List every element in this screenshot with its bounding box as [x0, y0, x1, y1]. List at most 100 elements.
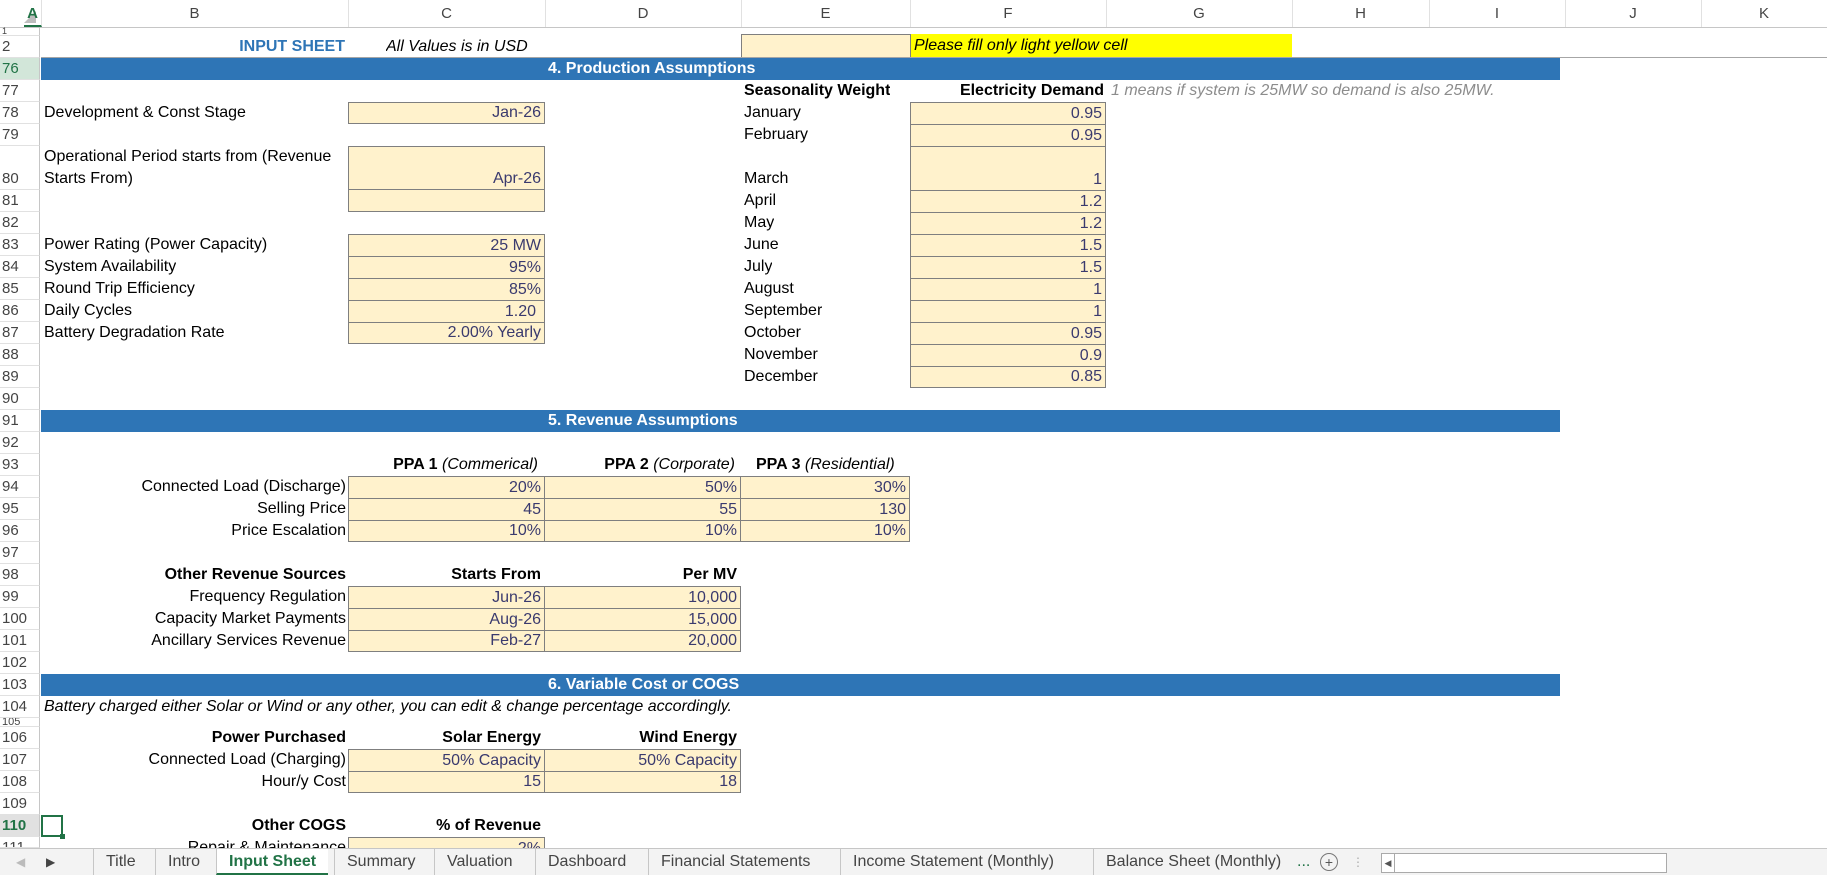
per-mv-input[interactable]: 15,000: [544, 608, 741, 631]
row-header-84[interactable]: 84: [0, 256, 40, 278]
input-cell-e2[interactable]: [741, 34, 911, 58]
demand-input[interactable]: 1.2: [910, 190, 1106, 213]
column-header-e[interactable]: E: [741, 0, 911, 27]
tab-splitter-handle[interactable]: ⋮: [1352, 855, 1364, 869]
add-sheet-icon[interactable]: +: [1320, 853, 1338, 871]
row-header-104[interactable]: 104: [0, 696, 40, 718]
column-header-h[interactable]: H: [1292, 0, 1430, 27]
availability-input[interactable]: 95%: [348, 256, 545, 279]
row-header-93[interactable]: 93: [0, 454, 40, 476]
solar-input[interactable]: 15: [348, 771, 545, 793]
demand-input[interactable]: 1: [910, 278, 1106, 301]
row-header-98[interactable]: 98: [0, 564, 40, 586]
row-header-108[interactable]: 108: [0, 771, 40, 793]
row-header-88[interactable]: 88: [0, 344, 40, 366]
tab-income-statement-monthly[interactable]: Income Statement (Monthly): [840, 849, 1066, 875]
ppa-input[interactable]: 45: [348, 498, 545, 521]
ppa-input[interactable]: 10%: [740, 520, 910, 542]
demand-input[interactable]: 1.5: [910, 256, 1106, 279]
row-header-78[interactable]: 78: [0, 102, 40, 124]
horizontal-scrollbar[interactable]: ◀: [1381, 853, 1667, 873]
row-header-81[interactable]: 81: [0, 190, 40, 212]
demand-input[interactable]: 0.95: [910, 322, 1106, 345]
row-header-97[interactable]: 97: [0, 542, 40, 564]
row-header-99[interactable]: 99: [0, 586, 40, 608]
row-header-105[interactable]: 105: [0, 718, 40, 727]
row-header-89[interactable]: 89: [0, 366, 40, 388]
repair-input[interactable]: 2%: [348, 837, 545, 848]
ppa-input[interactable]: 50%: [544, 476, 741, 499]
row-header-79[interactable]: 79: [0, 124, 40, 146]
wind-input[interactable]: 18: [544, 771, 741, 793]
tab-balance-sheet-monthly[interactable]: Balance Sheet (Monthly): [1093, 849, 1283, 875]
more-tabs-button[interactable]: ...: [1297, 853, 1311, 870]
ppa-input[interactable]: 10%: [544, 520, 741, 542]
daily-cycles-input[interactable]: 1.20: [348, 300, 545, 323]
demand-input[interactable]: 1: [910, 146, 1106, 191]
row-header-96[interactable]: 96: [0, 520, 40, 542]
row-header-90[interactable]: 90: [0, 388, 40, 410]
column-header-b[interactable]: B: [41, 0, 349, 27]
tab-intro[interactable]: Intro: [155, 849, 212, 875]
ppa-input[interactable]: 55: [544, 498, 741, 521]
row-header-82[interactable]: 82: [0, 212, 40, 234]
column-header-i[interactable]: I: [1429, 0, 1566, 27]
scroll-tabs-left-icon[interactable]: ◀: [16, 855, 26, 869]
row-header-106[interactable]: 106: [0, 727, 40, 749]
row-header-109[interactable]: 109: [0, 793, 40, 815]
row-header-92[interactable]: 92: [0, 432, 40, 454]
solar-input[interactable]: 50% Capacity: [348, 749, 545, 772]
row-header-80[interactable]: 80: [0, 146, 40, 190]
row-header-101[interactable]: 101: [0, 630, 40, 652]
row-header-1[interactable]: 1: [0, 27, 40, 36]
row-header-2[interactable]: 2: [0, 36, 40, 58]
tab-summary[interactable]: Summary: [334, 849, 427, 875]
row-header-77[interactable]: 77: [0, 80, 40, 102]
column-header-c[interactable]: C: [348, 0, 546, 27]
row-header-100[interactable]: 100: [0, 608, 40, 630]
column-header-d[interactable]: D: [545, 0, 742, 27]
tab-dashboard[interactable]: Dashboard: [535, 849, 638, 875]
column-header-j[interactable]: J: [1565, 0, 1702, 27]
start-date-input[interactable]: Aug-26: [348, 608, 545, 631]
op-period-input[interactable]: Apr-26: [348, 146, 545, 190]
tab-title[interactable]: Title: [93, 849, 148, 875]
scroll-left-icon[interactable]: ◀: [1382, 854, 1395, 872]
start-date-input[interactable]: Jun-26: [348, 586, 545, 609]
row-header-76[interactable]: 76: [0, 58, 40, 80]
row-header-111[interactable]: 111: [0, 837, 40, 848]
active-cell-a110[interactable]: [41, 815, 65, 839]
tab-input-sheet[interactable]: Input Sheet: [216, 849, 329, 875]
row-header-87[interactable]: 87: [0, 322, 40, 344]
demand-input[interactable]: 0.85: [910, 366, 1106, 388]
dev-stage-input[interactable]: Jan-26: [348, 102, 545, 124]
scroll-tabs-right-icon[interactable]: ▶: [46, 855, 56, 869]
row-header-102[interactable]: 102: [0, 652, 40, 674]
power-rating-input[interactable]: 25 MW: [348, 234, 545, 257]
row-header-86[interactable]: 86: [0, 300, 40, 322]
per-mv-input[interactable]: 20,000: [544, 630, 741, 652]
ppa-input[interactable]: 30%: [740, 476, 910, 499]
row-header-91[interactable]: 91: [0, 410, 40, 432]
select-all-button[interactable]: [0, 0, 40, 27]
tab-valuation[interactable]: Valuation: [434, 849, 525, 875]
row-header-110[interactable]: 110: [0, 815, 40, 837]
column-header-f[interactable]: F: [910, 0, 1107, 27]
column-header-k[interactable]: K: [1758, 5, 1769, 22]
ppa-input[interactable]: 20%: [348, 476, 545, 499]
demand-input[interactable]: 1.5: [910, 234, 1106, 257]
demand-input[interactable]: 1: [910, 300, 1106, 323]
row-header-85[interactable]: 85: [0, 278, 40, 300]
column-header-g[interactable]: G: [1106, 0, 1293, 27]
tab-financial-statements[interactable]: Financial Statements: [648, 849, 822, 875]
ppa-input[interactable]: 130: [740, 498, 910, 521]
input-cell-c81[interactable]: [348, 189, 545, 212]
row-header-94[interactable]: 94: [0, 476, 40, 498]
degradation-input[interactable]: 2.00% Yearly: [348, 322, 545, 344]
row-header-107[interactable]: 107: [0, 749, 40, 771]
demand-input[interactable]: 1.2: [910, 212, 1106, 235]
row-header-83[interactable]: 83: [0, 234, 40, 256]
start-date-input[interactable]: Feb-27: [348, 630, 545, 652]
row-header-103[interactable]: 103: [0, 674, 40, 696]
rte-input[interactable]: 85%: [348, 278, 545, 301]
